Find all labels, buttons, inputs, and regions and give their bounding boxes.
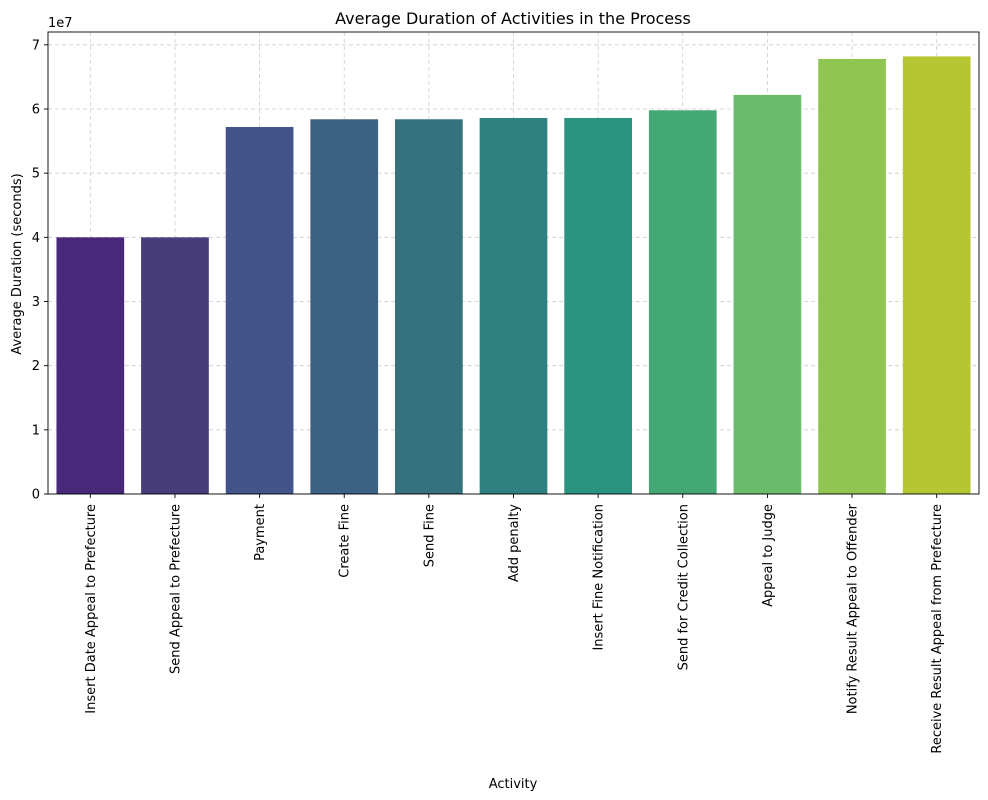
- bar: [479, 117, 548, 494]
- bar: [564, 117, 632, 494]
- bar: [818, 58, 886, 494]
- bars-layer: [56, 56, 971, 495]
- ticks-layer: 0 1 2 3 4 5 6 7 Insert Date Appeal to Prefecture…: [32, 38, 945, 753]
- x-tick-label: Send for Credit Collection: [676, 504, 691, 670]
- bar: [225, 126, 294, 494]
- y-tick-label: 4: [32, 231, 40, 246]
- chart-title: Average Duration of Activities in the Pr…: [335, 9, 691, 28]
- x-tick-label: Insert Date Appeal to Prefecture: [84, 504, 99, 714]
- x-tick-label: Payment: [253, 504, 268, 561]
- y-tick-label: 3: [32, 295, 40, 310]
- x-tick-label: Receive Result Appeal from Prefecture: [930, 504, 945, 754]
- bar: [141, 237, 209, 495]
- y-tick-label: 5: [32, 167, 40, 182]
- x-tick-label: Appeal to Judge: [761, 504, 776, 607]
- x-tick-label: Add penalty: [507, 504, 522, 582]
- x-tick-label: Notify Result Appeal to Offender: [846, 503, 861, 714]
- x-tick-label: Send Appeal to Prefecture: [168, 504, 183, 674]
- y-axis-label: Average Duration (seconds): [10, 173, 25, 354]
- bar: [902, 56, 971, 495]
- y-tick-label: 6: [32, 103, 40, 118]
- x-tick-label: Send Fine: [422, 504, 437, 567]
- x-tick-label: Insert Fine Notification: [592, 504, 607, 651]
- bar: [733, 94, 802, 494]
- bar: [648, 110, 717, 495]
- bar: [395, 119, 463, 495]
- y-tick-label: 0: [32, 488, 40, 503]
- y-tick-label: 7: [32, 38, 40, 53]
- bar: [310, 119, 379, 495]
- y-tick-label: 2: [32, 359, 40, 374]
- x-tick-label: Create Fine: [338, 504, 353, 578]
- x-axis-label: Activity: [489, 777, 538, 792]
- y-axis-offset-label: 1e7: [48, 16, 73, 31]
- y-tick-label: 1: [32, 423, 40, 438]
- bar: [56, 237, 125, 495]
